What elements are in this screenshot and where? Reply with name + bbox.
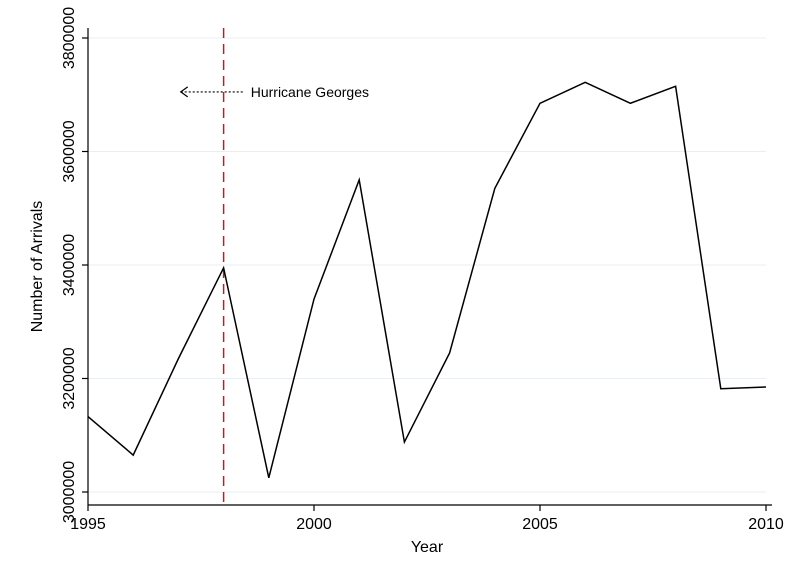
y-tick-label-3: 3600000 bbox=[61, 120, 78, 182]
annotation-arrow-head bbox=[179, 86, 189, 98]
x-tick-label-3: 2010 bbox=[748, 516, 784, 533]
gridlines bbox=[88, 37, 766, 493]
x-tick-label-2: 2005 bbox=[522, 516, 558, 533]
y-axis-title: Number of Arrivals bbox=[29, 201, 46, 333]
x-tick-label-1: 2000 bbox=[296, 516, 332, 533]
y-tick-label-4: 3800000 bbox=[61, 7, 78, 69]
annotation-0: Hurricane Georges bbox=[179, 84, 369, 100]
x-axis-title: Year bbox=[411, 539, 444, 556]
annotations: Hurricane Georges bbox=[179, 84, 369, 100]
x-ticks: 1995 2000 2005 2010 bbox=[70, 505, 784, 533]
y-tick-label-0: 3000000 bbox=[61, 461, 78, 523]
series-layer bbox=[87, 81, 767, 478]
series-line-0 bbox=[87, 81, 767, 478]
y-tick-label-2: 3400000 bbox=[61, 234, 78, 296]
axes bbox=[87, 28, 772, 506]
x-tick-label-0: 1995 bbox=[70, 516, 106, 533]
y-ticks: 3000000 3200000 3400000 3600000 3800000 bbox=[61, 7, 88, 523]
y-tick-label-1: 3200000 bbox=[61, 347, 78, 409]
annotation-label: Hurricane Georges bbox=[251, 84, 369, 100]
